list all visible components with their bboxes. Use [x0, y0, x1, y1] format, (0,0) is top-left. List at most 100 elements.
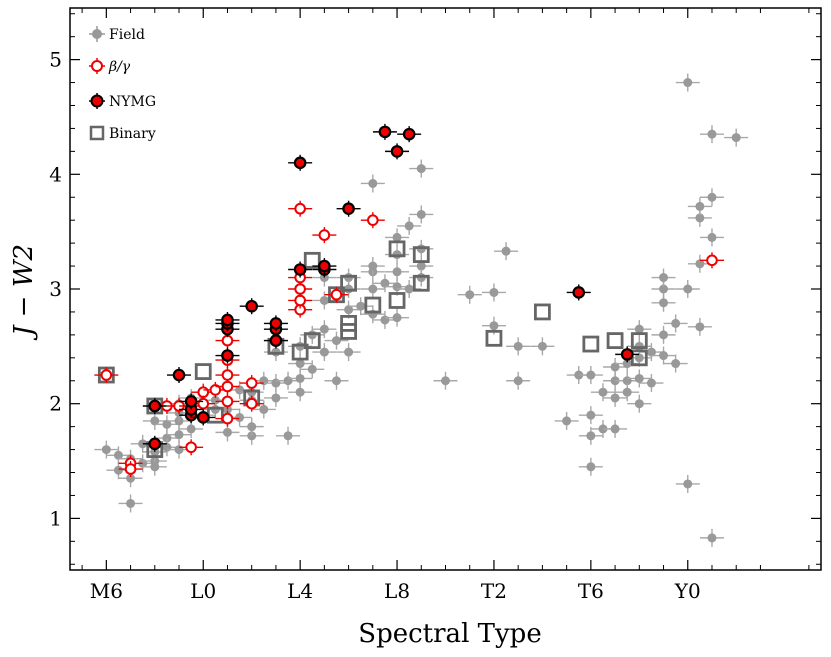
field-marker	[368, 261, 378, 271]
field-marker	[259, 376, 269, 386]
field-marker	[610, 362, 620, 372]
legend-marker-field	[92, 29, 102, 39]
field-marker	[344, 347, 354, 357]
field-marker	[283, 431, 293, 441]
binary-point	[630, 332, 648, 350]
nymg-marker	[148, 437, 162, 451]
field-point	[590, 383, 615, 402]
field-marker	[586, 410, 596, 420]
field-marker	[404, 221, 414, 231]
field-point	[106, 446, 131, 465]
field-marker	[586, 431, 596, 441]
field-point	[372, 274, 397, 293]
nymg-point	[179, 393, 204, 410]
field-marker	[501, 246, 511, 256]
field-marker	[634, 373, 644, 383]
field-marker	[513, 341, 523, 351]
field-marker	[380, 315, 390, 325]
x-axis-tick-labels: M6 L0 L4 L8 T2 T6 Y0	[90, 579, 701, 603]
field-point	[554, 411, 579, 430]
beta-gamma-marker	[245, 377, 258, 389]
beta-gamma-point	[699, 252, 724, 269]
field-marker	[622, 359, 632, 369]
binary-point	[388, 240, 406, 258]
field-marker	[380, 278, 390, 288]
y-tick-label-4: 5	[49, 48, 62, 72]
field-marker	[404, 284, 414, 294]
field-marker	[659, 273, 669, 283]
nymg-point	[397, 126, 422, 143]
field-marker	[222, 404, 232, 414]
nymg-marker	[318, 259, 331, 273]
field-point	[360, 280, 385, 298]
nymg-point	[142, 397, 167, 414]
field-marker	[101, 445, 111, 455]
nymg-point	[239, 298, 264, 315]
field-marker	[707, 192, 717, 202]
nymg-marker	[390, 145, 404, 158]
field-point	[385, 308, 410, 327]
beta-gamma-point	[360, 212, 385, 229]
plot-area	[69, 7, 822, 571]
field-point	[348, 297, 373, 316]
beta-gamma-point	[215, 332, 240, 349]
field-point	[300, 360, 325, 379]
binary-point	[303, 332, 321, 350]
beta-gamma-marker	[197, 386, 210, 399]
field-marker	[731, 133, 741, 143]
field-marker	[247, 431, 257, 441]
beta-gamma-marker	[294, 202, 306, 215]
field-marker	[162, 419, 172, 429]
field-point	[675, 474, 700, 493]
beta-gamma-marker	[294, 283, 306, 295]
binary-point	[303, 251, 321, 269]
nymg-point	[215, 347, 240, 364]
nymg-marker	[293, 263, 307, 276]
field-point	[687, 197, 712, 216]
nymg-marker	[378, 125, 392, 139]
field-marker	[150, 462, 160, 472]
field-marker	[707, 533, 717, 543]
field-marker	[537, 341, 547, 351]
nymg-point	[263, 332, 288, 349]
y-tick-label-3: 4	[49, 162, 62, 186]
binary-marker	[606, 332, 624, 350]
field-point	[663, 314, 688, 333]
field-point	[263, 388, 288, 407]
beta-gamma-marker	[100, 369, 113, 381]
field-marker	[319, 295, 329, 305]
field-marker	[489, 287, 499, 297]
beta-gamma-point	[215, 410, 240, 427]
y-axis-tick-labels: 1 2 3 4 5	[49, 48, 62, 531]
field-point	[627, 320, 652, 339]
field-marker	[271, 378, 281, 388]
field-marker	[598, 387, 608, 397]
field-marker	[113, 450, 123, 460]
y-axis-ticks	[70, 13, 821, 565]
legend-item-field: Field	[89, 26, 145, 43]
binary-point	[291, 343, 309, 361]
legend-item-binary: Binary	[89, 125, 156, 142]
beta-gamma-marker	[330, 288, 343, 301]
field-marker	[392, 267, 402, 277]
beta-gamma-point	[288, 200, 313, 217]
nymg-marker	[620, 348, 634, 361]
beta-gamma-point	[312, 227, 337, 244]
binary-marker	[485, 329, 503, 347]
field-point	[506, 337, 531, 356]
nymg-point	[566, 284, 591, 301]
field-marker	[150, 416, 160, 426]
x-tick-label-6: Y0	[674, 579, 701, 603]
field-point	[360, 174, 385, 193]
field-marker	[586, 462, 596, 472]
field-marker	[659, 284, 669, 294]
legend-marker-binary	[89, 125, 105, 141]
nymg-marker	[293, 156, 307, 170]
y-axis-title: J − W2	[9, 244, 39, 341]
x-tick-label-0: M6	[90, 579, 123, 603]
binary-marker	[582, 335, 600, 353]
nymg-marker	[196, 411, 210, 424]
field-marker	[659, 351, 669, 361]
field-marker	[610, 424, 620, 434]
field-marker	[586, 370, 596, 380]
